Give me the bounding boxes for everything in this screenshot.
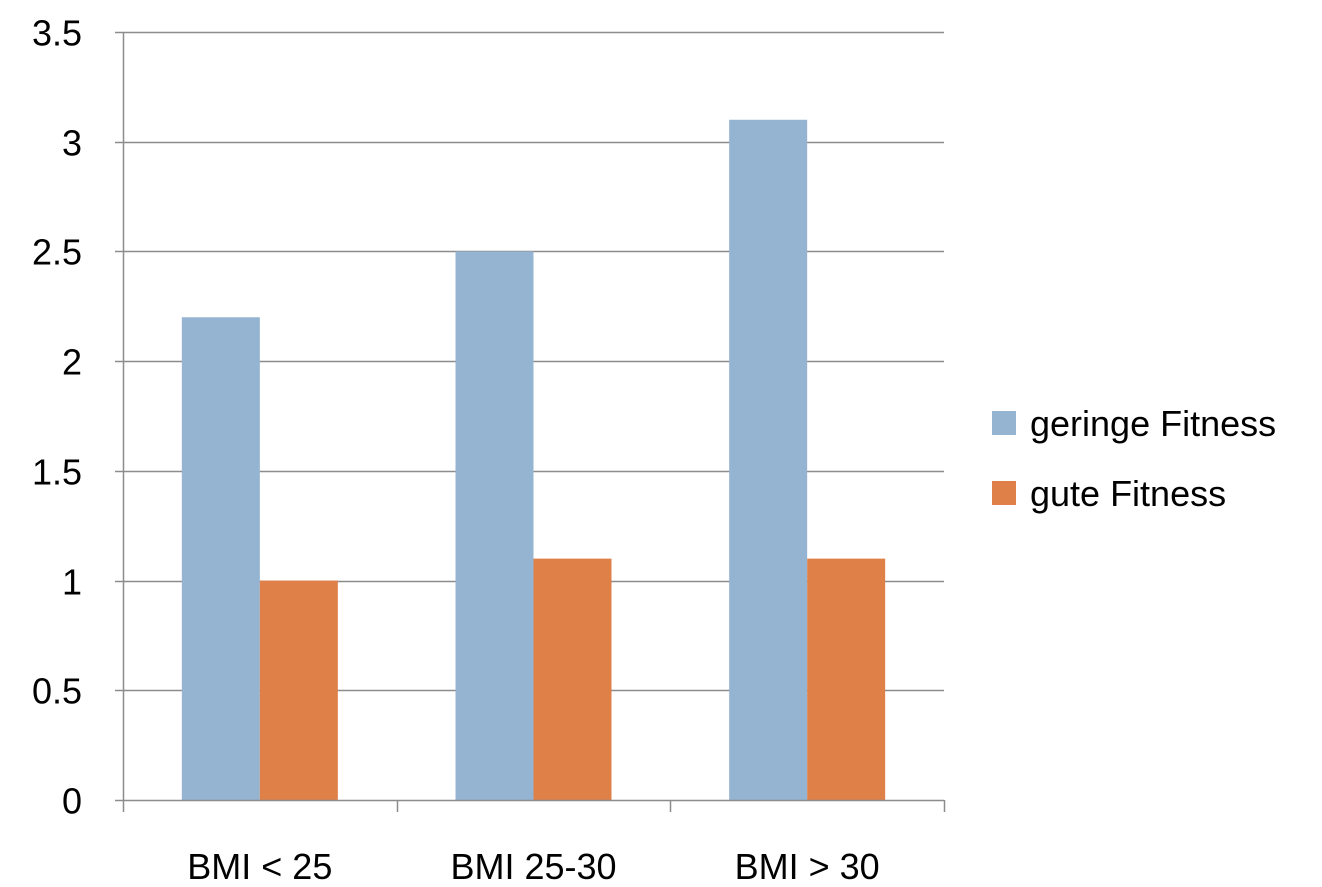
y-tick-label: 2: [62, 342, 82, 383]
bar-gute-fitness: [807, 558, 886, 800]
y-axis-tick-labels: 0 0.5 1 1.5 2 2.5 3 3.5: [32, 13, 82, 822]
y-tick-label: 0.5: [32, 671, 82, 712]
legend-label: geringe Fitness: [1030, 403, 1276, 444]
bars: [181, 119, 886, 801]
x-axis-tick-labels: BMI < 25 BMI 25-30 BMI > 30: [187, 846, 879, 887]
bar-geringe-fitness: [729, 119, 808, 801]
y-tick-label: 3: [62, 123, 82, 164]
bar-gute-fitness: [533, 558, 612, 800]
legend-swatch: [992, 481, 1016, 505]
y-tick-label: 2.5: [32, 232, 82, 273]
y-tick-label: 0: [62, 781, 82, 822]
x-tick-label: BMI 25-30: [450, 846, 616, 887]
axes: [115, 31, 946, 812]
bar-geringe-fitness: [181, 317, 260, 800]
y-tick-label: 1: [62, 562, 82, 603]
legend-label: gute Fitness: [1030, 473, 1226, 514]
y-tick-label: 1.5: [32, 452, 82, 493]
bar-gute-fitness: [259, 580, 338, 800]
legend-swatch: [992, 411, 1016, 435]
bar-geringe-fitness: [455, 251, 534, 800]
x-tick-label: BMI > 30: [735, 846, 880, 887]
x-tick-label: BMI < 25: [187, 846, 332, 887]
y-tick-label: 3.5: [32, 13, 82, 54]
legend: geringe Fitness gute Fitness: [992, 403, 1276, 514]
